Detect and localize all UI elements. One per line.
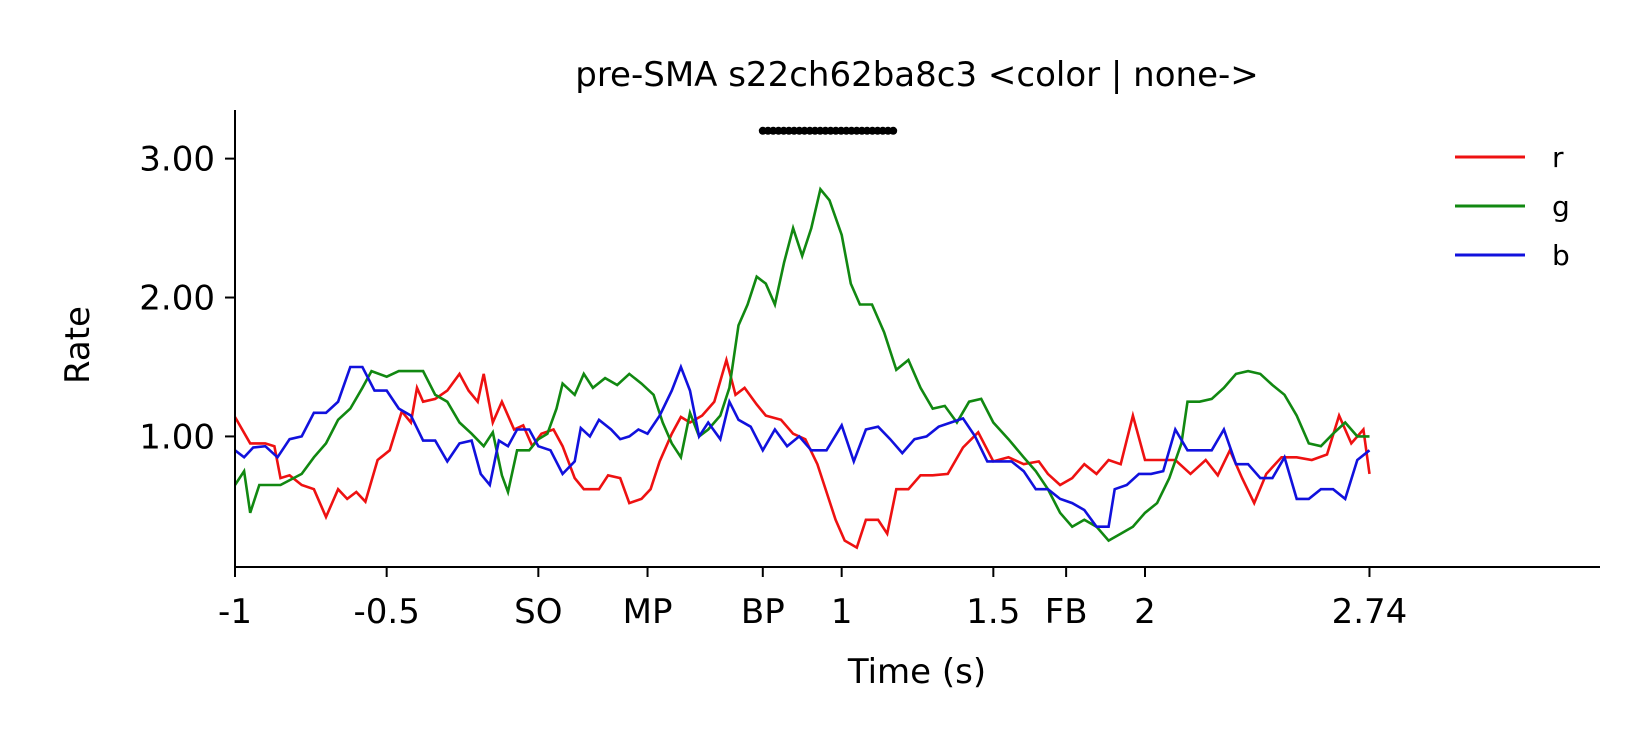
series-line-b bbox=[234, 363, 1371, 528]
x-tick-label: SO bbox=[514, 592, 562, 632]
y-tick-label: 3.00 bbox=[139, 140, 215, 180]
chart-title: pre-SMA s22ch62ba8c3 <color | none-> bbox=[575, 55, 1259, 95]
legend: rgb bbox=[1455, 141, 1570, 272]
series-line-g bbox=[233, 186, 1370, 543]
legend-label-r: r bbox=[1552, 141, 1564, 174]
significance-dot bbox=[889, 126, 898, 135]
y-tick-label: 2.00 bbox=[139, 279, 215, 319]
series-layer bbox=[233, 186, 1371, 550]
x-tick-label: 1 bbox=[831, 592, 853, 632]
x-tick-label: 1.5 bbox=[966, 592, 1020, 632]
x-tick-label: -0.5 bbox=[353, 592, 419, 632]
x-tick-label: BP bbox=[741, 592, 785, 632]
legend-label-b: b bbox=[1552, 239, 1570, 272]
x-tick-label: 2 bbox=[1134, 592, 1156, 632]
x-tick-label: FB bbox=[1045, 592, 1088, 632]
x-axis-ticks: -1 -0.5 SO MP BP 1 1.5 FB 2 2.74 bbox=[218, 567, 1407, 632]
legend-label-g: g bbox=[1552, 190, 1570, 223]
x-tick-label: -1 bbox=[218, 592, 252, 632]
y-axis-title: Rate bbox=[58, 306, 98, 384]
x-axis-title: Time (s) bbox=[847, 652, 986, 692]
y-tick-label: 1.00 bbox=[139, 417, 215, 457]
series-line-r bbox=[233, 355, 1371, 550]
x-tick-label: MP bbox=[623, 592, 673, 632]
significance-markers bbox=[758, 126, 898, 135]
x-tick-label: 2.74 bbox=[1332, 592, 1408, 632]
y-axis-ticks: 1.00 2.00 3.00 bbox=[139, 140, 235, 457]
